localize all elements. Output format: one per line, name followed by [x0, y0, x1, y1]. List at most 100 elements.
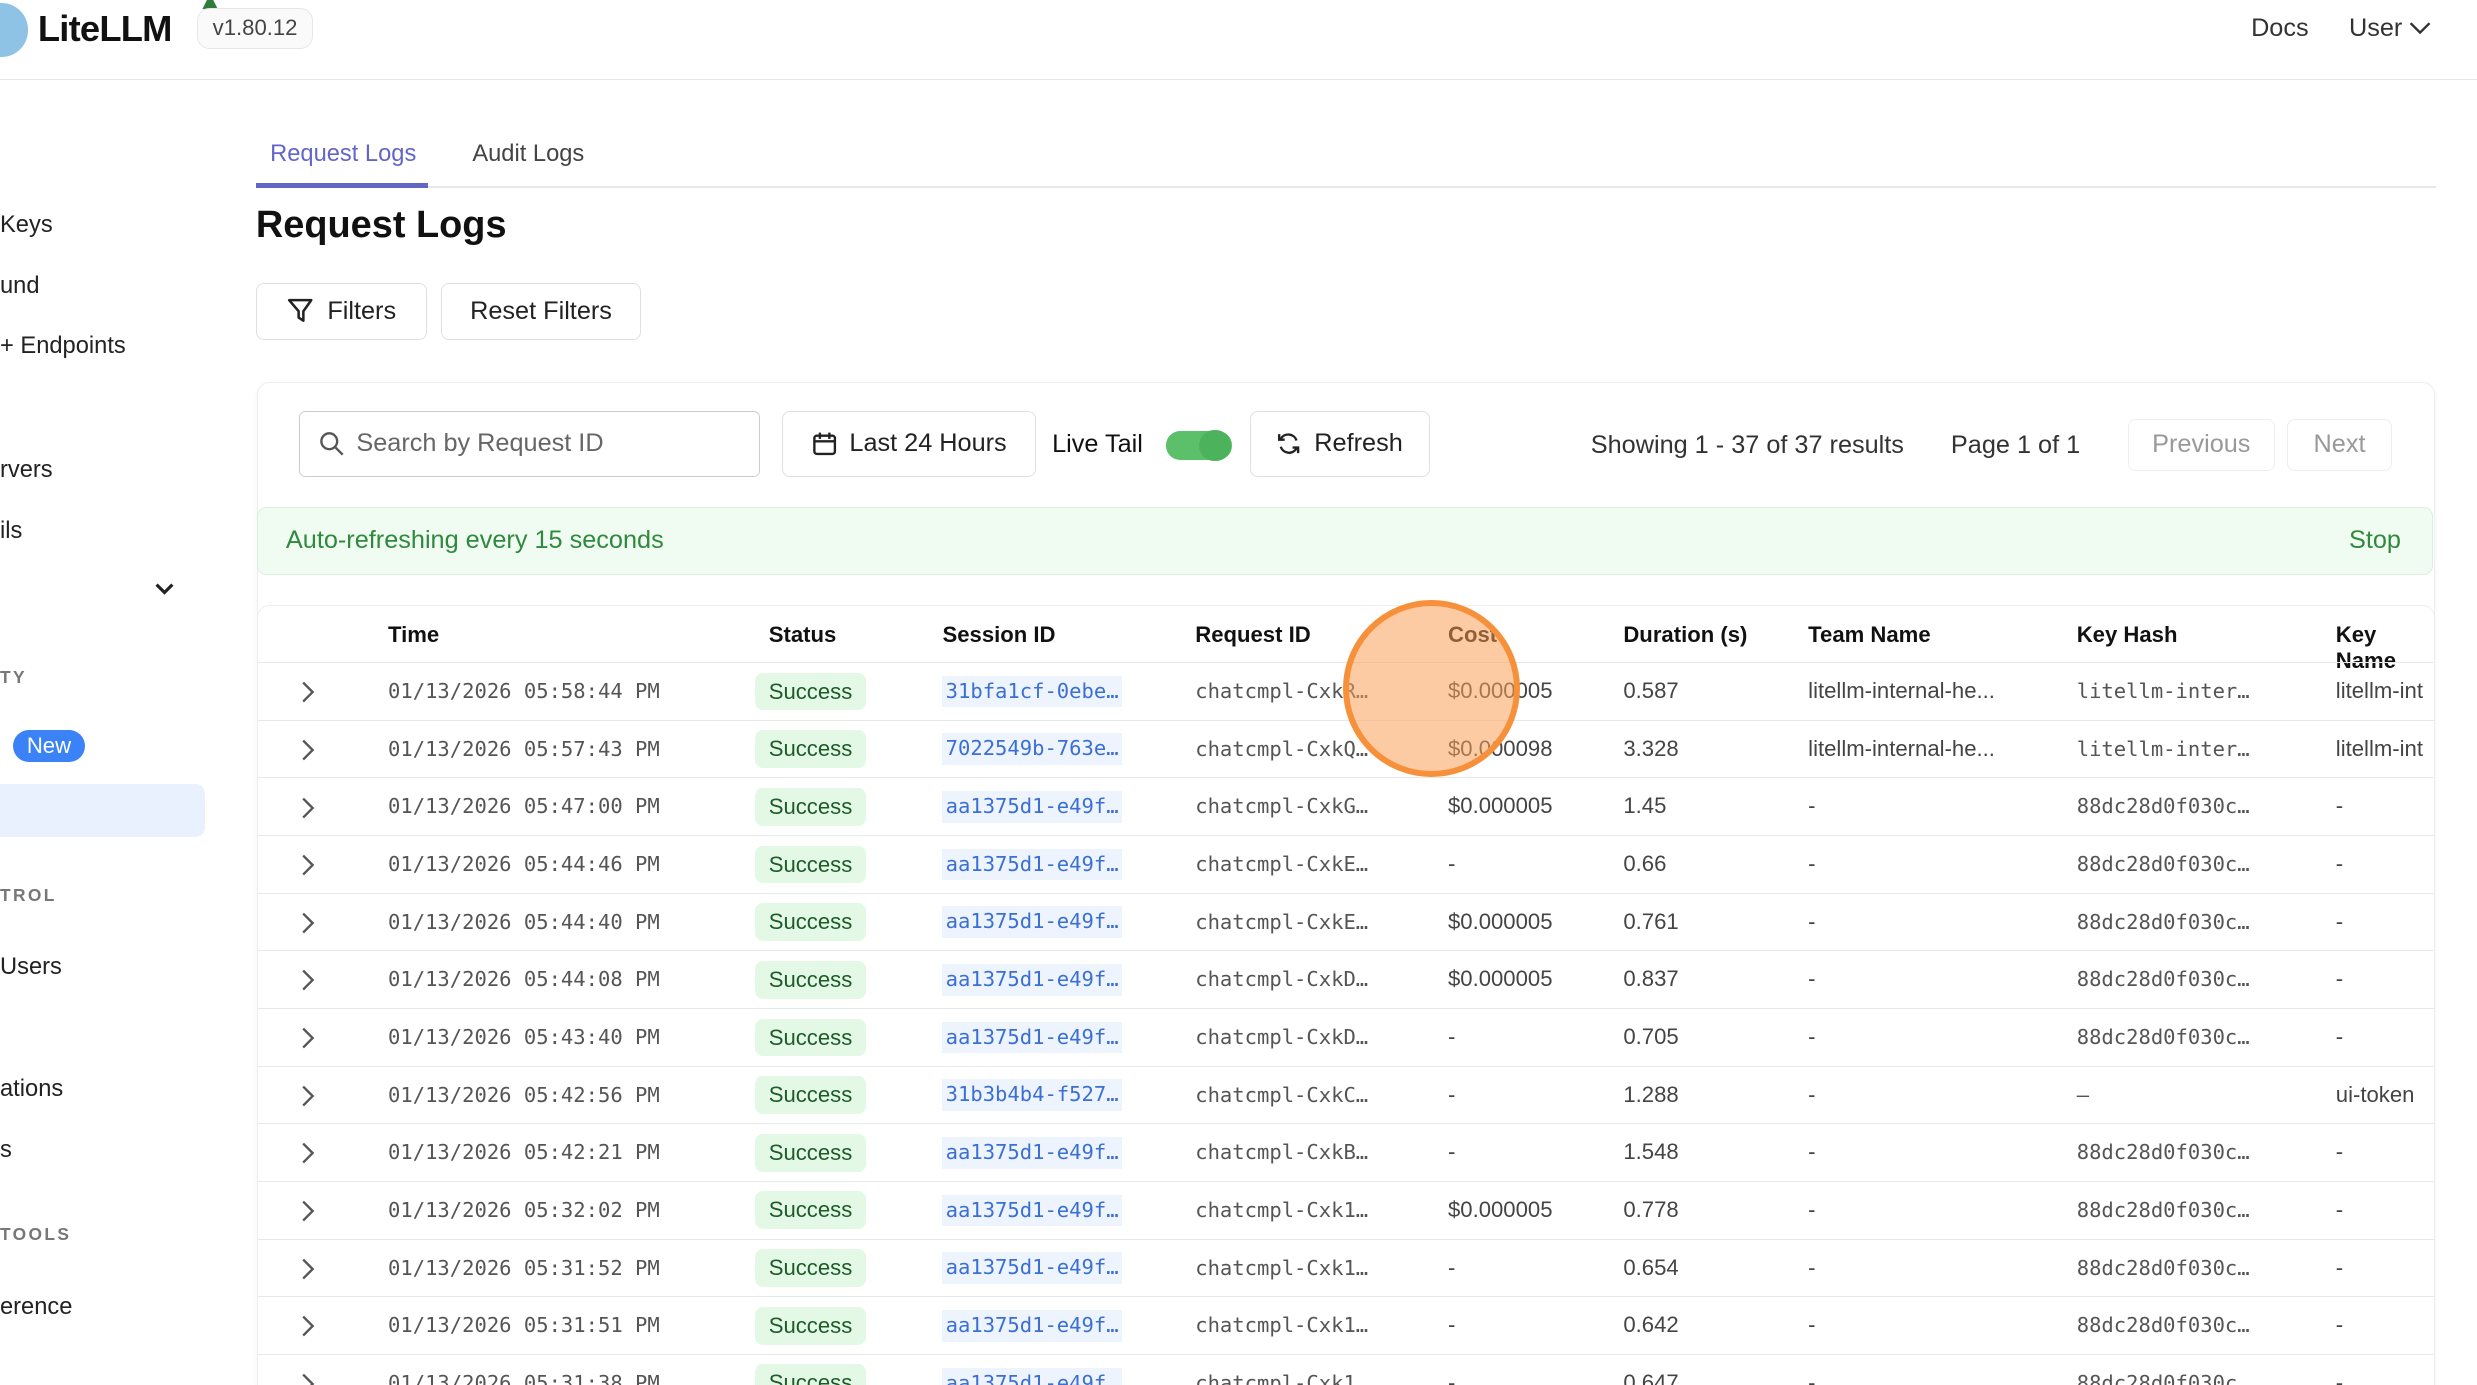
- time-cell: 01/13/2026 05:47:00 PM: [388, 794, 660, 819]
- request-id-cell: chatcmpl-CxkQ…: [1195, 736, 1369, 761]
- team-name-cell: -: [1808, 1370, 1816, 1385]
- request-id-cell: chatcmpl-CxkD…: [1195, 967, 1369, 992]
- session-id-link[interactable]: 7022549b-763e…: [942, 733, 1122, 765]
- table-row[interactable]: 01/13/2026 05:32:02 PM Success aa1375d1-e4…: [258, 1181, 2434, 1240]
- column-header[interactable]: Key Hash: [2076, 621, 2178, 647]
- sidebar-item-integrations[interactable]: ations: [0, 1075, 64, 1102]
- column-header[interactable]: Duration (s): [1623, 621, 1748, 647]
- status-badge: Success: [754, 787, 867, 826]
- column-header[interactable]: Session ID: [942, 621, 1056, 647]
- tab-request-logs[interactable]: Request Logs: [270, 140, 417, 167]
- team-name-cell: litellm-internal-he...: [1808, 678, 1995, 704]
- session-id-link[interactable]: aa1375d1-e49f…: [942, 1367, 1122, 1385]
- table-row[interactable]: 01/13/2026 05:31:51 PM Success aa1375d1-e4…: [258, 1296, 2434, 1355]
- table-row[interactable]: 01/13/2026 05:57:43 PM Success 7022549b-76…: [258, 719, 2434, 779]
- key-name-cell: ui-token: [2335, 1081, 2415, 1107]
- session-id-link[interactable]: 31b3b4b4-f527…: [942, 1079, 1122, 1111]
- user-menu[interactable]: User: [2349, 14, 2432, 43]
- auto-refresh-text: Auto-refreshing every 15 seconds: [285, 526, 664, 555]
- duration-cell: 0.705: [1623, 1024, 1679, 1050]
- sidebar-item-endpoints[interactable]: + Endpoints: [0, 333, 126, 360]
- cost-cell: -: [1447, 1081, 1456, 1107]
- chevron-right-icon[interactable]: [300, 951, 316, 1008]
- request-id-cell: chatcmpl-CxkC…: [1195, 1082, 1369, 1107]
- request-id-cell: chatcmpl-CxkB…: [1195, 1140, 1369, 1165]
- reset-filters-button[interactable]: Reset Filters: [440, 282, 642, 340]
- sidebar-item-users[interactable]: Users: [0, 954, 62, 981]
- session-id-link[interactable]: aa1375d1-e49f…: [942, 848, 1122, 881]
- column-header[interactable]: Key Name: [2335, 621, 2396, 673]
- sidebar-item-servers[interactable]: rvers: [0, 456, 53, 483]
- chevron-right-icon[interactable]: [300, 894, 316, 951]
- status-badge: Success: [754, 1076, 867, 1115]
- docs-link[interactable]: Docs: [2251, 14, 2309, 43]
- session-id-link[interactable]: 31bfa1cf-0ebe…: [942, 675, 1122, 708]
- key-name-cell: -: [2335, 1197, 2344, 1223]
- table-row[interactable]: 01/13/2026 05:31:52 PM Success aa1375d1-e4…: [258, 1238, 2434, 1298]
- duration-cell: 0.647: [1623, 1370, 1679, 1385]
- sidebar-heading: TOOLS: [0, 1224, 72, 1245]
- session-id-link[interactable]: aa1375d1-e49f…: [942, 906, 1122, 938]
- chevron-right-icon[interactable]: [300, 1240, 316, 1297]
- chevron-right-icon[interactable]: [300, 721, 316, 778]
- table-row[interactable]: 01/13/2026 05:44:40 PM Success aa1375d1-e4…: [258, 892, 2434, 952]
- sidebar-item-settings[interactable]: s: [0, 1137, 12, 1164]
- search-input[interactable]: Search by Request ID: [298, 410, 760, 478]
- stop-button[interactable]: Stop: [2349, 526, 2401, 555]
- duration-cell: 0.66: [1623, 851, 1667, 877]
- column-header[interactable]: Team Name: [1808, 621, 1931, 647]
- live-tail-toggle[interactable]: [1165, 429, 1233, 462]
- table-row[interactable]: 01/13/2026 05:43:40 PM Success aa1375d1-e4…: [258, 1008, 2434, 1067]
- previous-button[interactable]: Previous: [2127, 418, 2275, 471]
- filters-label: Filters: [327, 296, 397, 325]
- key-name-cell: -: [2335, 1370, 2344, 1385]
- sidebar-item-guardrails[interactable]: ils: [0, 518, 23, 545]
- chevron-right-icon[interactable]: [300, 1009, 316, 1066]
- sidebar-item-keys[interactable]: Keys: [0, 211, 53, 238]
- next-button[interactable]: Next: [2287, 418, 2392, 471]
- table-row[interactable]: 01/13/2026 05:31:38 PM Success aa1375d1-e4…: [258, 1354, 2434, 1385]
- team-name-cell: -: [1808, 1139, 1816, 1165]
- chevron-down-icon[interactable]: [155, 583, 174, 596]
- chevron-right-icon[interactable]: [300, 1297, 316, 1354]
- session-id-link[interactable]: aa1375d1-e49f…: [942, 1136, 1122, 1169]
- chevron-right-icon[interactable]: [300, 663, 316, 720]
- session-id-link[interactable]: aa1375d1-e49f…: [942, 1021, 1122, 1054]
- session-id-link[interactable]: aa1375d1-e49f…: [942, 791, 1122, 823]
- column-header[interactable]: Time: [388, 621, 440, 647]
- table-row[interactable]: 01/13/2026 05:47:00 PM Success aa1375d1-e4…: [258, 777, 2434, 836]
- column-header[interactable]: Request ID: [1195, 621, 1311, 647]
- chevron-right-icon[interactable]: [300, 778, 316, 835]
- chevron-right-icon[interactable]: [300, 1124, 316, 1181]
- chevron-right-icon[interactable]: [300, 1067, 316, 1124]
- status-badge: Success: [754, 1364, 867, 1385]
- table-row[interactable]: 01/13/2026 05:44:46 PM Success aa1375d1-e4…: [258, 835, 2434, 894]
- chevron-right-icon[interactable]: [300, 1355, 316, 1385]
- sidebar-item-playground[interactable]: und: [0, 273, 40, 300]
- duration-cell: 0.642: [1623, 1312, 1679, 1338]
- status-badge: Success: [754, 1018, 867, 1057]
- time-range-button[interactable]: Last 24 Hours: [781, 410, 1037, 478]
- chevron-right-icon[interactable]: [300, 836, 316, 893]
- table-row[interactable]: 01/13/2026 05:42:21 PM Success aa1375d1-e4…: [258, 1123, 2434, 1182]
- session-id-link[interactable]: aa1375d1-e49f…: [942, 1309, 1122, 1342]
- filters-button[interactable]: Filters: [255, 282, 427, 340]
- filter-icon: [288, 298, 313, 322]
- chevron-down-icon: [2410, 22, 2431, 35]
- sidebar-item-reference[interactable]: erence: [0, 1293, 73, 1320]
- sidebar-item-logs-active[interactable]: [0, 783, 206, 838]
- session-id-link[interactable]: aa1375d1-e49f…: [942, 1194, 1122, 1227]
- session-id-link[interactable]: aa1375d1-e49f…: [942, 1252, 1122, 1284]
- page-title: Request Logs: [255, 203, 507, 246]
- tab-audit-logs[interactable]: Audit Logs: [472, 140, 585, 167]
- table-row[interactable]: 01/13/2026 05:44:08 PM Success aa1375d1-e4…: [258, 950, 2434, 1009]
- request-id-cell: chatcmpl-CxkD…: [1195, 1025, 1369, 1050]
- time-cell: 01/13/2026 05:42:21 PM: [388, 1140, 660, 1165]
- refresh-button[interactable]: Refresh: [1249, 410, 1430, 478]
- request-id-cell: chatcmpl-Cxk1…: [1195, 1255, 1369, 1280]
- table-row[interactable]: 01/13/2026 05:42:56 PM Success 31b3b4b4-f5…: [258, 1065, 2434, 1125]
- column-header[interactable]: Status: [768, 621, 837, 647]
- time-cell: 01/13/2026 05:57:43 PM: [388, 736, 660, 761]
- session-id-link[interactable]: aa1375d1-e49f…: [942, 964, 1122, 996]
- chevron-right-icon[interactable]: [300, 1182, 316, 1239]
